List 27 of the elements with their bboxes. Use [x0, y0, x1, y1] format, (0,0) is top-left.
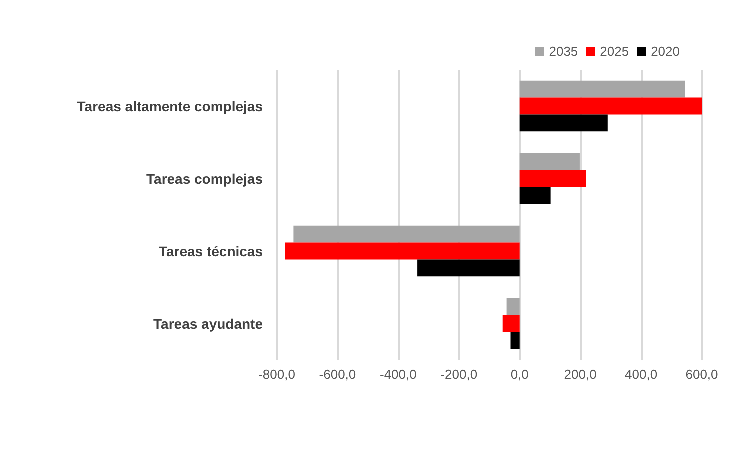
bar: [510, 332, 520, 350]
bar: [520, 80, 686, 98]
y-tick-label: Tareas complejas: [146, 170, 264, 187]
x-tick-label: 0,0: [510, 367, 529, 382]
bar: [502, 315, 520, 332]
x-tick-label: -400,0: [380, 367, 417, 382]
y-tick-label: Tareas altamente complejas: [77, 98, 264, 114]
x-tick-label: -600,0: [319, 367, 356, 382]
x-tick-label: -200,0: [440, 367, 478, 382]
bar: [520, 153, 580, 170]
bar: [506, 298, 520, 316]
bar: [520, 98, 702, 115]
x-tick-label: 600,0: [686, 367, 718, 382]
x-tick-label: 400,0: [625, 367, 658, 382]
legend-label: 2020: [651, 44, 680, 59]
bar: [520, 187, 551, 204]
bar: [520, 170, 586, 188]
bar: [418, 260, 520, 277]
bar: [286, 242, 520, 260]
y-tick-label: Tareas técnicas: [158, 243, 264, 260]
legend-label: 2025: [600, 44, 630, 59]
y-tick-label: Tareas ayudante: [154, 316, 264, 332]
legend-label: 2035: [549, 44, 578, 59]
x-tick-label: -800,0: [258, 367, 296, 382]
bar: [520, 114, 608, 132]
bar: [294, 226, 520, 243]
x-tick-label: 200,0: [564, 367, 597, 382]
